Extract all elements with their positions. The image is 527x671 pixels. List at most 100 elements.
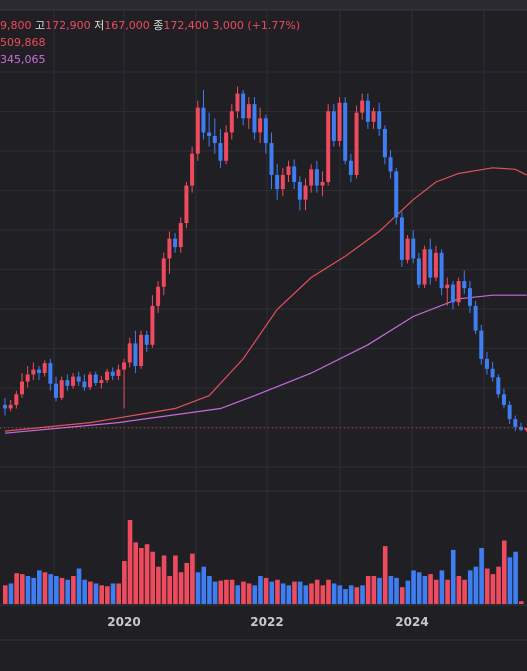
volume-bar	[156, 566, 161, 604]
volume-bar	[212, 581, 218, 604]
ohlc-legend: 9,800 고172,900 저167,000 종172,400 3,000 (…	[0, 19, 300, 33]
candle-body	[292, 166, 297, 182]
volume-bar	[190, 553, 195, 604]
volume-bar	[354, 587, 360, 604]
candle-body	[496, 377, 501, 395]
volume-bar	[88, 581, 93, 604]
volume-bar	[110, 583, 116, 604]
volume-bar	[37, 570, 42, 604]
volume-bar	[82, 579, 87, 604]
volume-bar	[246, 583, 252, 604]
candle-body	[524, 427, 527, 431]
candle-body	[241, 93, 246, 119]
candle-body	[490, 368, 495, 378]
volume-bar	[292, 581, 297, 604]
candle-body	[20, 381, 25, 395]
candle-body	[88, 374, 93, 388]
volume-bar	[3, 585, 8, 604]
candle-body	[207, 132, 212, 136]
close-value: 172,400	[163, 19, 209, 32]
candle-body	[110, 371, 115, 376]
volume-bar	[218, 580, 224, 604]
candle-body	[190, 153, 195, 186]
candle-body	[337, 102, 342, 141]
candle-body	[462, 281, 467, 289]
volume-bar	[178, 572, 184, 604]
volume-bar	[462, 579, 467, 604]
candle-body	[224, 132, 229, 161]
candle-body	[473, 305, 478, 331]
low-label: 저	[94, 19, 105, 32]
volume-bar	[14, 573, 19, 604]
volume-bar	[467, 570, 473, 604]
candle-body	[173, 238, 178, 248]
candle-body	[348, 160, 353, 175]
low-value: 167,000	[104, 19, 150, 32]
volume-bar	[25, 576, 31, 604]
volume-bar	[286, 585, 292, 604]
volume-bar	[161, 555, 167, 604]
candle-body	[382, 128, 387, 158]
volume-bar	[133, 542, 139, 604]
volume-bar	[116, 583, 121, 604]
chart-grid	[0, 11, 527, 604]
volume-bar	[241, 581, 246, 604]
volume-bar	[42, 572, 48, 604]
candle-body	[394, 171, 399, 218]
x-tick-label: 2022	[250, 615, 283, 629]
candle-body	[269, 143, 274, 175]
candle-body	[399, 217, 404, 260]
candle-body	[286, 166, 291, 175]
volume-bar	[433, 579, 439, 604]
volume-bar	[513, 551, 518, 604]
volume-bar	[167, 576, 173, 604]
volume-bar	[122, 561, 127, 604]
candle-body	[388, 157, 393, 172]
volume-bar	[235, 585, 241, 604]
candle-body	[65, 380, 70, 386]
candle-body	[320, 182, 325, 186]
candle-body	[405, 238, 410, 260]
volume-bar	[394, 577, 399, 604]
candle-body	[8, 404, 13, 409]
volume-bar	[303, 585, 309, 604]
volume-bar	[139, 548, 144, 604]
x-tick-label: 2024	[395, 615, 428, 629]
candle-body	[484, 358, 489, 369]
volume-bar	[105, 586, 110, 604]
volume-bar	[422, 576, 428, 604]
candle-body	[303, 185, 308, 200]
volume-bar	[331, 583, 337, 604]
candle-body	[218, 143, 223, 161]
candle-body	[139, 334, 144, 366]
ma-long-legend: 345,065	[0, 53, 46, 66]
candle-body	[433, 252, 438, 278]
candle-body	[116, 369, 121, 376]
candle-body	[479, 330, 484, 359]
volume-bar	[428, 574, 433, 604]
volume-bar	[258, 576, 263, 604]
volume-bar	[377, 577, 382, 604]
candle-body	[48, 363, 53, 384]
candle-body	[331, 111, 336, 141]
candle-body	[275, 174, 280, 190]
volume-bar	[8, 583, 14, 604]
high-value: 172,900	[45, 19, 91, 32]
volume-bar	[93, 583, 99, 604]
volume-bars	[3, 520, 524, 604]
volume-bar	[320, 585, 326, 604]
candle-body	[122, 362, 127, 370]
candle-body	[280, 174, 285, 190]
candle-body	[428, 249, 433, 278]
candle-body	[144, 334, 149, 345]
volume-bar	[484, 568, 490, 604]
volume-bar	[297, 581, 303, 604]
candle-body	[354, 112, 359, 175]
candle-body	[263, 118, 268, 144]
candle-body	[456, 281, 461, 303]
volume-bar	[518, 601, 524, 604]
volume-bar	[48, 574, 53, 604]
candle-body	[76, 376, 81, 382]
candle-body	[422, 249, 427, 285]
